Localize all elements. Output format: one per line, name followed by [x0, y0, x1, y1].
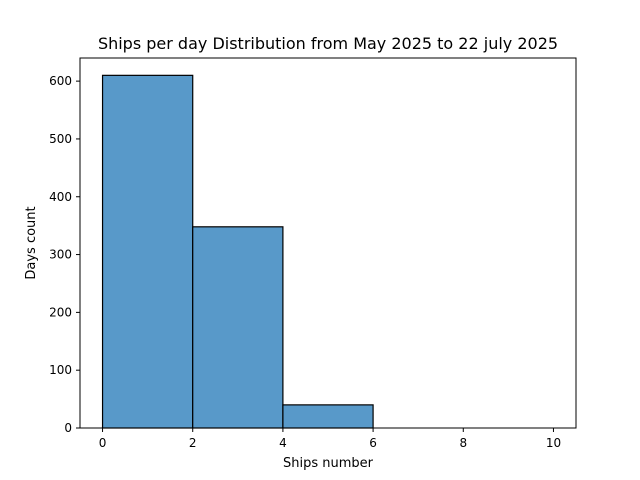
histogram-bar-1	[192, 226, 284, 429]
y-tick-label-0: 0	[64, 421, 72, 435]
y-tick-label-2: 200	[49, 305, 72, 319]
y-tick-label-6: 600	[49, 74, 72, 88]
x-axis-label: Ships number	[283, 456, 374, 471]
bars-group	[101, 74, 374, 429]
y-tick-label-4: 400	[49, 190, 72, 204]
chart-title: Ships per day Distribution from May 2025…	[98, 34, 558, 53]
histogram-bar-0	[101, 74, 194, 429]
x-tick-label-5: 10	[546, 436, 561, 450]
y-axis-label: Days count	[24, 206, 39, 279]
x-tick-label-0: 0	[99, 436, 107, 450]
x-tick-label-2: 4	[279, 436, 287, 450]
x-tick-label-3: 6	[369, 436, 377, 450]
x-axis-ticks: 0 2 4 6 8 10	[99, 428, 561, 450]
y-tick-label-5: 500	[49, 132, 72, 146]
plot-frame	[79, 57, 577, 429]
x-tick-label-1: 2	[189, 436, 197, 450]
y-tick-label-3: 300	[49, 248, 72, 262]
y-axis-ticks: 0 100 200 300 400 500 600	[49, 74, 80, 435]
histogram-bar-2	[282, 404, 374, 429]
x-tick-label-4: 8	[459, 436, 467, 450]
y-tick-label-1: 100	[49, 363, 72, 377]
